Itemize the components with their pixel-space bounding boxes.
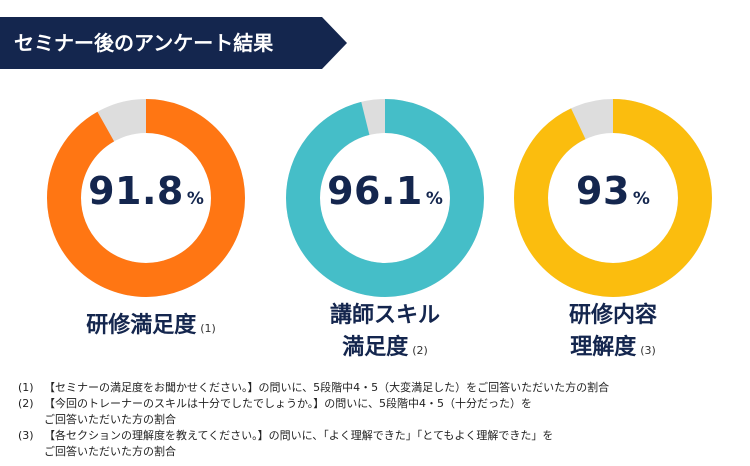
title-banner: セミナー後のアンケート結果 <box>0 17 347 69</box>
footnote-text: 【セミナーの満足度をお聞かせください。】の問いに、5段階中4・5（大変満足した）… <box>44 381 610 394</box>
footnote-2: (2) 【今回のトレーナーのスキルは十分でしたでしょうか。】の問いに、5段階中4… <box>18 396 738 412</box>
footnote-number: (2) <box>18 397 34 410</box>
label-line-2: 満足度 <box>342 335 409 360</box>
footnotes: (1) 【セミナーの満足度をお聞かせください。】の問いに、5段階中4・5（大変満… <box>18 380 738 460</box>
note-reference: (3) <box>640 344 656 357</box>
donut-chart-satisfaction <box>47 99 245 297</box>
percent-unit: % <box>425 189 443 209</box>
value-label-understanding: 93% <box>513 156 713 226</box>
footnote-1: (1) 【セミナーの満足度をお聞かせください。】の問いに、5段階中4・5（大変満… <box>18 380 738 396</box>
percent-unit: % <box>632 189 650 209</box>
label-line-2: 理解度 <box>570 335 637 360</box>
chart-label-trainer-skill: 講師スキル 満足度 (2) <box>279 300 491 367</box>
footnote-text: 【各セクションの理解度を教えてください。】の問いに、「よく理解できた」「とてもよ… <box>44 429 554 442</box>
label-line-1: 研修内容 <box>568 303 657 328</box>
donut-value-arc-satisfaction <box>47 99 245 297</box>
donut-chart-trainer-skill <box>286 99 484 297</box>
donut-charts: 91.8% 96.1% 93% <box>0 88 750 298</box>
note-reference: (2) <box>412 344 428 357</box>
value-number: 96.1 <box>327 169 423 213</box>
footnote-text: 【今回のトレーナーのスキルは十分でしたでしょうか。】の問いに、5段階中4・5（十… <box>44 397 532 410</box>
label-line-1: 講師スキル <box>329 303 440 328</box>
footnote-number: (3) <box>18 429 34 442</box>
footnote-continuation: ご回答いただいた方の割合 <box>44 445 176 458</box>
note-reference: (1) <box>200 322 216 335</box>
value-number: 93 <box>576 169 630 213</box>
value-label-trainer-skill: 96.1% <box>285 156 485 226</box>
label-text: 研修満足度 <box>86 313 197 338</box>
donut-value-arc-understanding <box>514 99 712 297</box>
footnote-number: (1) <box>18 381 34 394</box>
footnote-continuation: ご回答いただいた方の割合 <box>44 413 176 426</box>
page-title: セミナー後のアンケート結果 <box>14 31 274 55</box>
donut-value-arc-trainer-skill <box>286 99 484 297</box>
footnote-3: (3) 【各セクションの理解度を教えてください。】の問いに、「よく理解できた」「… <box>18 428 738 444</box>
chart-label-satisfaction: 研修満足度 (1) <box>40 310 262 345</box>
value-number: 91.8 <box>88 169 184 213</box>
donut-chart-understanding <box>514 99 712 297</box>
percent-unit: % <box>186 189 204 209</box>
value-label-satisfaction: 91.8% <box>46 156 246 226</box>
chart-label-understanding: 研修内容 理解度 (3) <box>507 300 719 367</box>
